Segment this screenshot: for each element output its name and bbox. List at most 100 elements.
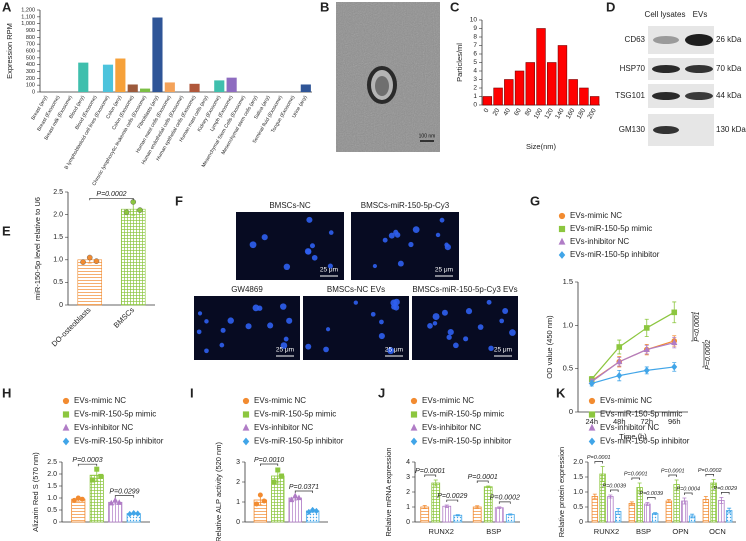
error-bar — [455, 514, 460, 517]
x-tick-label: BSP — [636, 527, 651, 536]
bar — [115, 58, 126, 92]
y-tick-label: 9 — [473, 25, 477, 32]
legend-marker — [410, 397, 418, 405]
bar — [579, 87, 589, 106]
y-tick-label: 3 — [406, 474, 410, 481]
data-point — [275, 467, 281, 473]
nucleus — [439, 217, 445, 223]
p-value: P=0.0371 — [289, 484, 319, 491]
significance-bracket — [610, 489, 619, 492]
legend-marker — [410, 437, 418, 446]
data-point — [116, 499, 123, 505]
legend-marker — [588, 437, 596, 446]
p-value: P=0.0010 — [254, 457, 284, 464]
legend-label: EVs-miR-150-5p mimic — [600, 410, 682, 419]
bar — [102, 64, 114, 92]
series-line — [591, 340, 675, 382]
nucleus — [305, 343, 312, 350]
scale-bar-label: 25 μm — [320, 267, 338, 274]
bar — [536, 28, 546, 106]
data-point — [80, 259, 86, 265]
significance-bracket — [77, 463, 98, 467]
legend-marker — [588, 423, 596, 431]
blot-size: 44 kDa — [716, 91, 742, 100]
nucleus — [328, 230, 334, 235]
significance-bracket — [260, 463, 279, 466]
significance-bracket — [594, 461, 603, 464]
data-point — [257, 492, 263, 498]
bar — [525, 62, 535, 106]
nucleus — [465, 308, 473, 315]
x-tick-label: DO-osteoblasts — [50, 305, 93, 348]
y-tick-label: 2.0 — [573, 459, 583, 466]
nucleus — [372, 264, 377, 269]
y-tick-label: 4 — [473, 68, 477, 75]
bar — [152, 17, 163, 93]
nucleus — [432, 321, 438, 326]
legend-marker — [242, 411, 250, 418]
p-value: P=0.0002 — [698, 468, 722, 474]
x-tick-label: 20 — [492, 107, 502, 117]
blot-size: 130 kDa — [716, 125, 746, 134]
legend-label: EVs-inhibitor NC — [600, 423, 659, 432]
significance-bracket — [721, 492, 730, 495]
nucleus — [447, 328, 454, 336]
data-point — [588, 379, 595, 387]
panel-letter: A — [2, 0, 12, 15]
nucleus — [488, 345, 494, 352]
x-tick-label: OCN — [709, 527, 726, 536]
significance-bracket — [684, 492, 693, 495]
significance-bracket — [705, 474, 714, 477]
error-bar — [497, 506, 502, 510]
significance-bracket — [446, 499, 459, 503]
x-tick-label: 0 — [483, 107, 491, 114]
y-tick-label: 1.0 — [47, 495, 57, 502]
y-tick-label: 2.0 — [47, 471, 57, 478]
nucleus — [306, 216, 313, 223]
bar — [493, 87, 503, 106]
legend-marker — [558, 225, 566, 233]
x-tick-label: 200 — [586, 107, 598, 120]
bar — [120, 208, 146, 306]
image-label: BMSCs-NC EVs — [327, 285, 385, 294]
error-bar — [674, 479, 679, 490]
blot-size: 26 kDa — [716, 35, 742, 44]
bar — [482, 96, 493, 106]
nucleus — [394, 232, 401, 238]
y-tick-label: 1.5 — [53, 234, 63, 241]
y-tick-label: 1 — [473, 93, 477, 100]
p-value: P=0.0001 — [415, 468, 445, 475]
bar — [665, 500, 673, 523]
data-point — [288, 496, 295, 503]
nucleus — [370, 311, 376, 317]
nucleus — [227, 317, 234, 324]
nucleus — [412, 226, 420, 233]
series-line — [591, 342, 675, 383]
significance-bracket — [498, 501, 511, 504]
legend-marker — [558, 237, 566, 245]
nucleus — [387, 347, 395, 355]
image-label: GW4869 — [231, 285, 263, 294]
y-tick-label: 2 — [473, 85, 477, 92]
bar — [607, 496, 614, 523]
y-tick-label: 7 — [473, 42, 477, 49]
data-point — [261, 498, 267, 504]
data-point — [90, 477, 96, 483]
scale-bar-label: 100 nm — [419, 133, 436, 139]
y-tick-label: 4 — [406, 459, 410, 466]
y-tick-label: 0 — [473, 102, 477, 109]
significance-bracket — [114, 495, 135, 498]
data-point — [108, 499, 115, 506]
x-tick-label: RUNX2 — [594, 527, 619, 536]
bar — [214, 80, 225, 92]
significance-bracket — [668, 474, 677, 477]
legend-label: EVs-miR-150-5p inhibitor — [74, 437, 164, 446]
y-tick-label: 1 — [236, 499, 240, 506]
error-bar — [422, 505, 427, 509]
nucleus — [204, 348, 209, 354]
x-tick-label: 48h — [613, 417, 626, 426]
panel-letter: K — [556, 386, 566, 401]
y-tick-label: 1,000 — [21, 21, 35, 27]
y-tick-label: 0 — [53, 519, 57, 526]
x-tick-label: 24h — [585, 417, 598, 426]
